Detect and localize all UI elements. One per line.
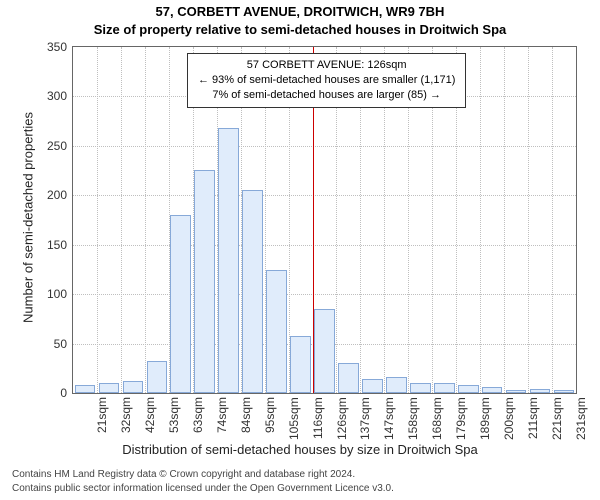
chart-container: 57, CORBETT AVENUE, DROITWICH, WR9 7BH S… bbox=[0, 0, 600, 500]
histogram-bar bbox=[266, 270, 287, 393]
histogram-bar bbox=[123, 381, 144, 393]
gridline-h bbox=[73, 146, 576, 147]
x-tick-label: 116sqm bbox=[311, 397, 325, 439]
x-tick-label: 21sqm bbox=[95, 397, 109, 433]
histogram-bar bbox=[75, 385, 96, 393]
x-tick-label: 179sqm bbox=[454, 397, 468, 440]
histogram-bar bbox=[530, 389, 551, 393]
histogram-bar bbox=[386, 377, 407, 393]
chart-title: 57, CORBETT AVENUE, DROITWICH, WR9 7BH bbox=[0, 4, 600, 19]
x-tick-label: 211sqm bbox=[526, 397, 540, 439]
histogram-bar bbox=[99, 383, 120, 393]
y-axis-label: Number of semi-detached properties bbox=[21, 88, 36, 348]
y-tick-label: 100 bbox=[47, 287, 67, 301]
x-tick-label: 63sqm bbox=[191, 397, 205, 433]
histogram-bar bbox=[314, 309, 335, 393]
credit-line-2: Contains public sector information licen… bbox=[12, 482, 394, 495]
y-tick-label: 50 bbox=[54, 337, 67, 351]
x-tick-label: 158sqm bbox=[406, 397, 420, 440]
y-tick-label: 350 bbox=[47, 40, 67, 54]
info-box-line3: 7% of semi-detached houses are larger (8… bbox=[198, 88, 455, 103]
histogram-bar bbox=[194, 170, 215, 393]
x-tick-label: 74sqm bbox=[215, 397, 229, 433]
x-tick-label: 42sqm bbox=[143, 397, 157, 433]
histogram-bar bbox=[482, 387, 503, 393]
info-box-line2: ← 93% of semi-detached houses are smalle… bbox=[198, 73, 455, 88]
y-tick-label: 250 bbox=[47, 139, 67, 153]
gridline-h bbox=[73, 195, 576, 196]
histogram-bar bbox=[506, 390, 527, 393]
plot-area: 05010015020025030035021sqm32sqm42sqm53sq… bbox=[72, 46, 577, 394]
x-tick-label: 137sqm bbox=[358, 397, 372, 440]
x-tick-label: 95sqm bbox=[263, 397, 277, 433]
x-tick-label: 126sqm bbox=[335, 397, 349, 440]
gridline-h bbox=[73, 294, 576, 295]
gridline-h bbox=[73, 245, 576, 246]
credit-line-1: Contains HM Land Registry data © Crown c… bbox=[12, 468, 355, 481]
x-tick-label: 221sqm bbox=[550, 397, 564, 440]
gridline-v bbox=[145, 47, 146, 393]
histogram-bar bbox=[434, 383, 455, 393]
x-tick-label: 32sqm bbox=[119, 397, 133, 433]
histogram-bar bbox=[410, 383, 431, 393]
x-tick-label: 147sqm bbox=[382, 397, 396, 440]
x-axis-label: Distribution of semi-detached houses by … bbox=[0, 442, 600, 457]
gridline-v bbox=[552, 47, 553, 393]
histogram-bar bbox=[362, 379, 383, 393]
x-tick-label: 168sqm bbox=[430, 397, 444, 440]
gridline-v bbox=[504, 47, 505, 393]
histogram-bar bbox=[170, 215, 191, 393]
x-tick-label: 231sqm bbox=[574, 397, 588, 440]
property-info-box: 57 CORBETT AVENUE: 126sqm← 93% of semi-d… bbox=[187, 53, 466, 108]
info-box-line1: 57 CORBETT AVENUE: 126sqm bbox=[198, 58, 455, 73]
histogram-bar bbox=[338, 363, 359, 393]
histogram-bar bbox=[458, 385, 479, 393]
y-tick-label: 300 bbox=[47, 89, 67, 103]
gridline-v bbox=[528, 47, 529, 393]
histogram-bar bbox=[554, 390, 575, 393]
gridline-v bbox=[121, 47, 122, 393]
y-tick-label: 0 bbox=[60, 386, 67, 400]
histogram-bar bbox=[147, 361, 168, 393]
y-tick-label: 200 bbox=[47, 188, 67, 202]
histogram-bar bbox=[290, 336, 311, 393]
x-tick-label: 189sqm bbox=[478, 397, 492, 440]
gridline-v bbox=[480, 47, 481, 393]
x-tick-label: 84sqm bbox=[239, 397, 253, 433]
y-tick-label: 150 bbox=[47, 238, 67, 252]
chart-subtitle: Size of property relative to semi-detach… bbox=[0, 22, 600, 37]
histogram-bar bbox=[242, 190, 263, 393]
x-tick-label: 53sqm bbox=[167, 397, 181, 433]
x-tick-label: 105sqm bbox=[287, 397, 301, 440]
histogram-bar bbox=[218, 128, 239, 393]
x-tick-label: 200sqm bbox=[502, 397, 516, 440]
gridline-v bbox=[97, 47, 98, 393]
